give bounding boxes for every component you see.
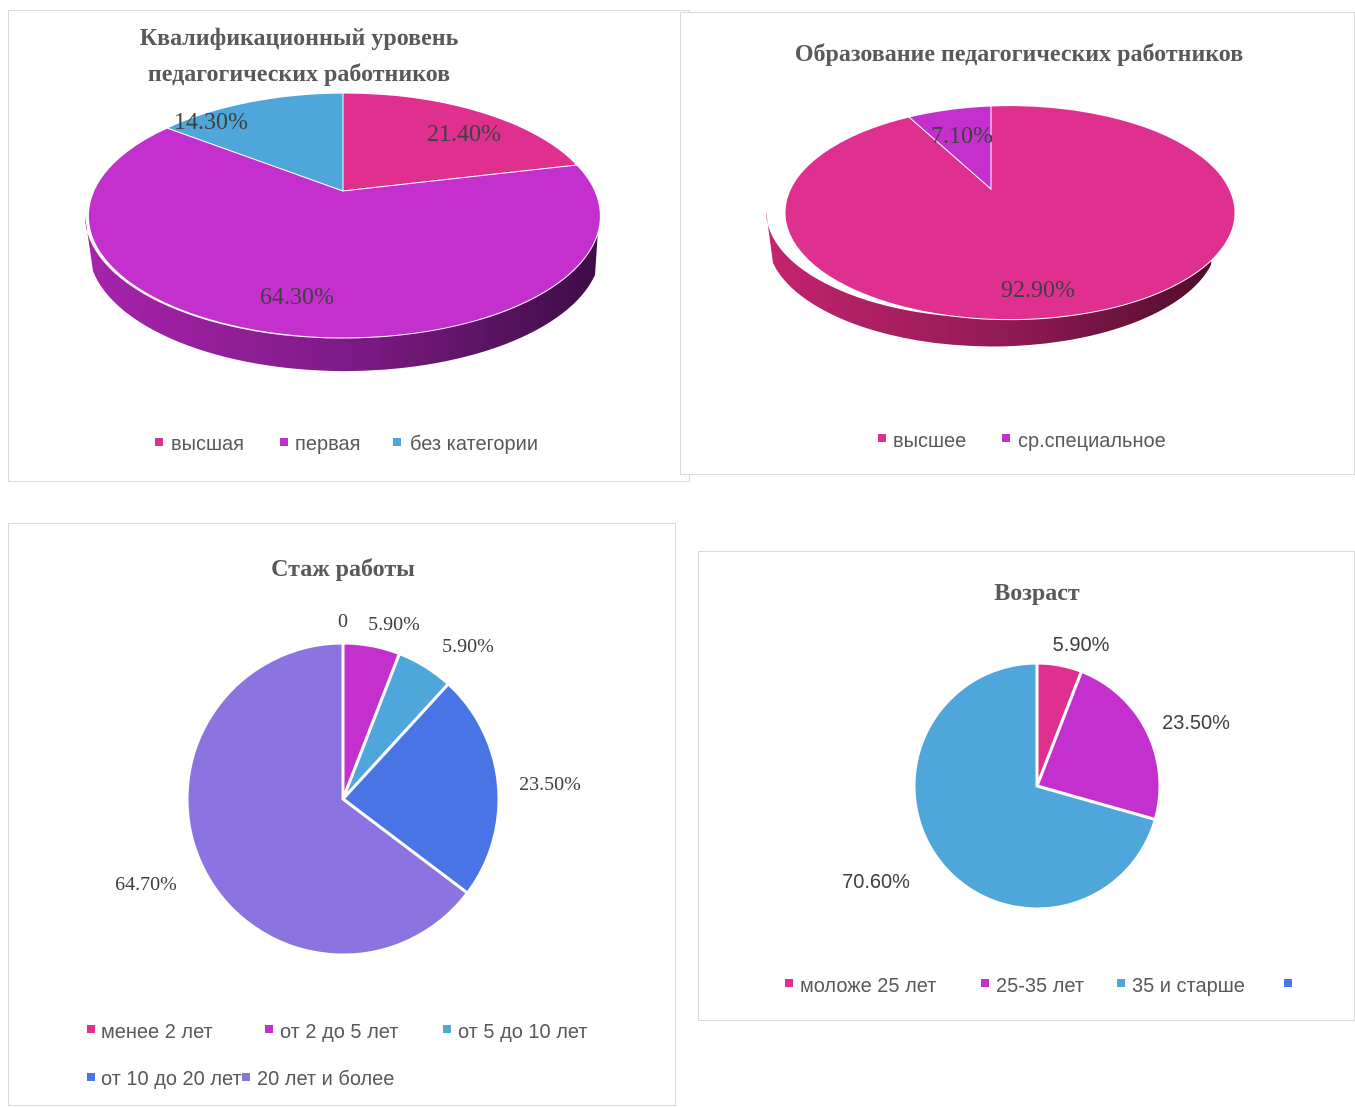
chart-education-svg: Образование педагогических работников 92… xyxy=(766,41,1243,452)
legend: менее 2 лет от 2 до 5 лет от 5 до 10 лет… xyxy=(87,1021,588,1090)
legend-marker-35-i-starshe xyxy=(1117,979,1125,987)
pie-slice-35-i-starshe xyxy=(912,661,1158,911)
pie-slice-bez-kategorii xyxy=(165,92,344,192)
pie-slice-pervaya xyxy=(87,127,601,339)
legend-marker-vysshee xyxy=(878,434,886,442)
legend-label-menee-2-let: менее 2 лет xyxy=(101,1021,213,1043)
data-label-vysshaya: 21.40% xyxy=(427,121,501,147)
legend-marker-sr-specialnoe xyxy=(1002,434,1010,442)
legend-label-molozhe-25-let: моложе 25 лет xyxy=(800,975,936,997)
pie-slice-sr-specialnoe xyxy=(907,105,992,191)
chart-qualification: Квалификационный уровень педагогических … xyxy=(8,10,690,482)
pie-side-first xyxy=(85,216,599,372)
chart-title: Возраст xyxy=(994,580,1080,606)
legend-marker-ot-2-do-5-let xyxy=(265,1025,273,1033)
legend-marker-ot-10-do-20-let xyxy=(87,1073,95,1081)
data-label-pervaya: 64.30% xyxy=(260,284,334,310)
data-label-20-let-i-bolee: 64.70% xyxy=(115,873,177,895)
legend-label-sr-specialnoe: ср.специальное xyxy=(1018,430,1166,452)
pie xyxy=(912,661,1162,911)
legend: высшая первая без категории xyxy=(155,433,538,455)
chart-title: Стаж работы xyxy=(271,556,415,582)
legend-marker-menee-2-let xyxy=(87,1025,95,1033)
legend-label-vysshee: высшее xyxy=(893,430,966,452)
chart-work-experience-svg: Стаж работы 0 5.90% 5.90% 23.50% 64.70% … xyxy=(87,556,588,1090)
legend-label-35-i-starshe: 35 и старше xyxy=(1132,975,1245,997)
data-label-ot-10-do-20-let: 23.50% xyxy=(519,773,581,795)
pie xyxy=(185,641,501,957)
pie-slice-20-let-i-bolee xyxy=(185,641,470,957)
pie-slice-25-35-let xyxy=(1035,669,1162,822)
legend-marker-bez-kategorii xyxy=(393,438,401,446)
legend-marker-molozhe-25-let xyxy=(785,979,793,987)
data-label-menee-2-let: 0 xyxy=(338,610,348,632)
data-label-bez-kategorii: 14.30% xyxy=(174,109,248,135)
chart-education: Образование педагогических работников 92… xyxy=(680,12,1355,475)
data-label-ot-2-do-5-let: 5.90% xyxy=(368,613,420,635)
legend-marker-unlabeled xyxy=(1284,979,1292,987)
chart-age-svg: Возраст 5.90% 23.50% 70.60% моложе 25 ле… xyxy=(785,580,1292,997)
legend-label-ot-5-do-10-let: от 5 до 10 лет xyxy=(458,1021,588,1043)
legend-marker-vysshaya xyxy=(155,438,163,446)
pie-slice-ot-10-do-20-let xyxy=(340,681,501,896)
chart-title-line-1: Квалификационный уровень xyxy=(140,25,459,51)
data-label-35-i-starshe: 70.60% xyxy=(842,871,910,893)
pie-slice-vysshaya xyxy=(342,92,579,192)
data-label-vysshee: 92.90% xyxy=(1001,277,1075,303)
chart-work-experience: Стаж работы 0 5.90% 5.90% 23.50% 64.70% … xyxy=(8,523,676,1106)
legend-marker-25-35-let xyxy=(981,979,989,987)
legend: моложе 25 лет 25-35 лет 35 и старше xyxy=(785,975,1292,997)
legend-label-20-let-i-bolee: 20 лет и более xyxy=(257,1068,394,1090)
data-label-sr-specialnoe: 7.10% xyxy=(931,123,993,149)
data-label-ot-5-do-10-let: 5.90% xyxy=(442,635,494,657)
pie-slice-vysshee xyxy=(784,105,1236,321)
legend-label-vysshaya: высшая xyxy=(171,433,244,455)
data-label-molozhe-25-let: 5.90% xyxy=(1053,634,1110,656)
legend-label-ot-2-do-5-let: от 2 до 5 лет xyxy=(280,1021,398,1043)
pie-side-first xyxy=(766,211,1216,347)
chart-title-line-2: педагогических работников xyxy=(148,61,450,87)
chart-title: Образование педагогических работников xyxy=(795,41,1243,67)
legend-label-ot-10-do-20-let: от 10 до 20 лет xyxy=(101,1068,242,1090)
legend: высшее ср.специальное xyxy=(878,430,1166,452)
legend-marker-pervaya xyxy=(280,438,288,446)
chart-age: Возраст 5.90% 23.50% 70.60% моложе 25 ле… xyxy=(698,551,1355,1021)
legend-label-25-35-let: 25-35 лет xyxy=(996,975,1084,997)
data-label-25-35-let: 23.50% xyxy=(1162,712,1230,734)
chart-qualification-svg: Квалификационный уровень педагогических … xyxy=(85,25,601,455)
legend-label-pervaya: первая xyxy=(295,433,360,455)
legend-marker-20-let-i-bolee xyxy=(242,1073,250,1081)
legend-label-bez-kategorii: без категории xyxy=(410,433,538,455)
legend-marker-ot-5-do-10-let xyxy=(443,1025,451,1033)
